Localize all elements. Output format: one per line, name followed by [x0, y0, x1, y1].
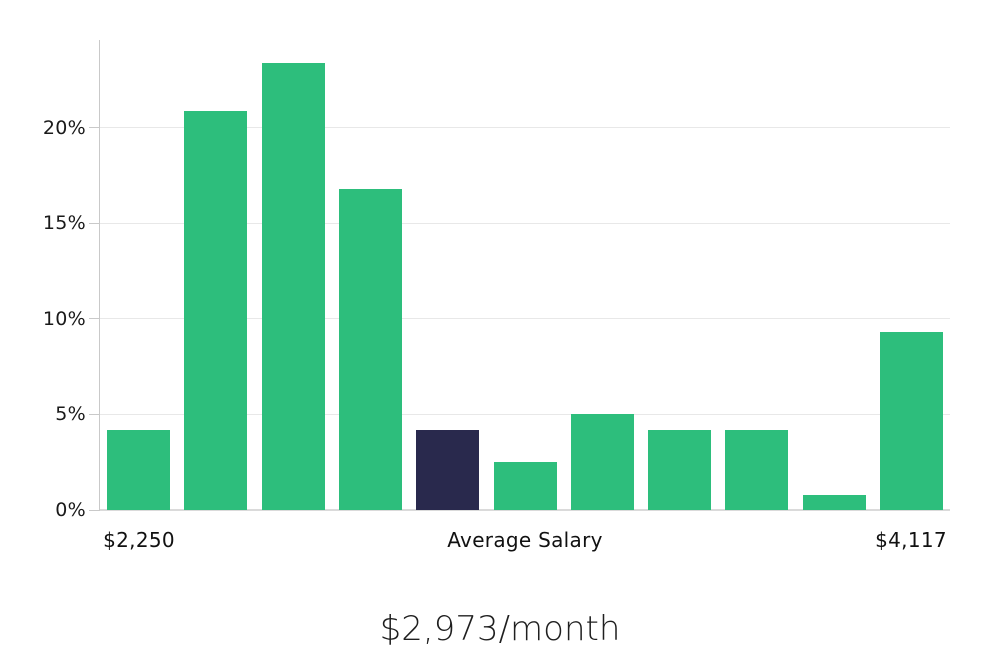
average-salary-caption: $2,973/month — [379, 609, 621, 649]
y-tick-label-0pct: 0% — [55, 499, 86, 521]
gridline-15pct — [100, 222, 950, 224]
y-tick-label-10pct: 10% — [42, 307, 86, 330]
x-axis-label-max-salary: $4,117 — [875, 528, 947, 552]
y-tick-label-20pct: 20% — [42, 116, 86, 139]
histogram-bar-7 — [570, 414, 634, 510]
y-tick-mark-15pct — [89, 222, 100, 224]
histogram-bar-10 — [802, 494, 866, 510]
histogram-bar-3 — [261, 62, 325, 510]
x-axis-label-average-salary: Average Salary — [447, 528, 603, 552]
histogram-bar-8 — [648, 429, 712, 510]
y-tick-mark-0pct — [89, 509, 100, 511]
histogram-bar-2 — [184, 110, 248, 510]
y-tick-label-5pct: 5% — [55, 403, 86, 426]
x-axis-line — [100, 509, 950, 511]
histogram-bar-11 — [879, 332, 943, 510]
gridline-5pct — [100, 413, 950, 415]
y-tick-mark-5pct — [89, 413, 100, 415]
gridline-20pct — [100, 127, 950, 129]
x-axis-label-min-salary: $2,250 — [103, 528, 175, 552]
y-axis-line — [99, 40, 100, 511]
histogram-bar-1 — [107, 429, 171, 510]
y-tick-mark-20pct — [89, 127, 100, 129]
plot-area: 0% 5% 10% 15% 20% — [43, 40, 950, 521]
histogram-bar-9 — [725, 429, 789, 510]
y-tick-mark-10pct — [89, 318, 100, 320]
histogram-bar-6 — [493, 462, 557, 510]
highlighted-average-bar — [416, 429, 480, 510]
histogram-bar-4 — [338, 189, 402, 510]
y-tick-label-15pct: 15% — [42, 212, 86, 235]
gridline-10pct — [100, 318, 950, 320]
